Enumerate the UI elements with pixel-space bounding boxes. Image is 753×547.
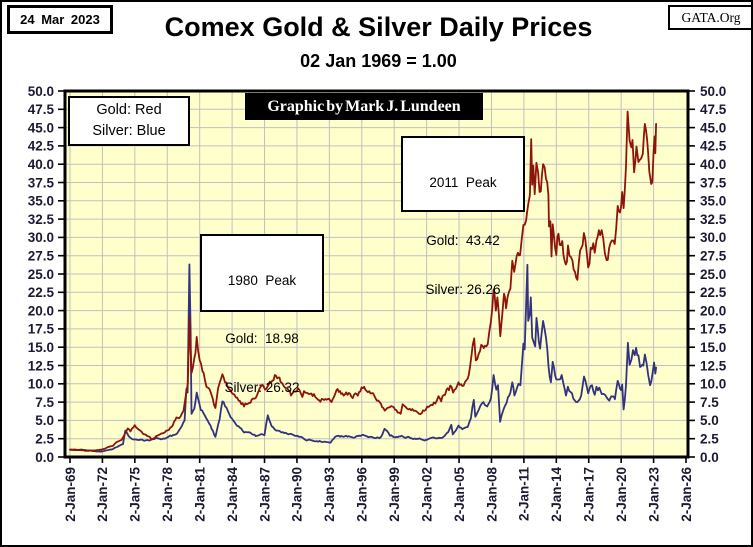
svg-text:2-Jan-96: 2-Jan-96 — [355, 467, 370, 522]
svg-text:12.5: 12.5 — [28, 358, 55, 373]
svg-text:2-Jan-72: 2-Jan-72 — [95, 467, 110, 522]
annotation-2011-peak: 2011 Peak Gold: 43.42 Silver: 26.26 — [401, 136, 525, 297]
svg-text:7.5: 7.5 — [35, 395, 54, 410]
svg-text:7.5: 7.5 — [700, 395, 719, 410]
svg-text:10.0: 10.0 — [28, 377, 54, 392]
svg-text:15.0: 15.0 — [700, 340, 726, 355]
svg-text:5.0: 5.0 — [700, 413, 719, 428]
svg-text:42.5: 42.5 — [28, 139, 55, 154]
svg-text:30.0: 30.0 — [700, 230, 726, 245]
series-lines — [69, 110, 657, 453]
svg-text:2-Jan-14: 2-Jan-14 — [549, 467, 564, 522]
svg-text:27.5: 27.5 — [28, 249, 55, 264]
svg-text:47.5: 47.5 — [700, 102, 727, 117]
page-title: Comex Gold & Silver Daily Prices — [164, 12, 593, 42]
svg-text:2-Jan-11: 2-Jan-11 — [517, 467, 532, 522]
svg-text:35.0: 35.0 — [700, 194, 726, 209]
svg-text:2-Jan-23: 2-Jan-23 — [646, 467, 661, 522]
svg-text:2-Jan-26: 2-Jan-26 — [679, 467, 694, 522]
annotation-2011-gold: Gold: 43.42 — [426, 233, 500, 248]
svg-text:2-Jan-69: 2-Jan-69 — [63, 467, 78, 522]
svg-text:2-Jan-17: 2-Jan-17 — [582, 467, 597, 522]
svg-text:2.5: 2.5 — [35, 432, 54, 447]
svg-text:30.0: 30.0 — [28, 230, 54, 245]
svg-text:27.5: 27.5 — [700, 249, 727, 264]
legend-silver-label: Silver: Blue — [92, 123, 166, 139]
svg-text:37.5: 37.5 — [28, 175, 55, 190]
svg-text:32.5: 32.5 — [700, 212, 727, 227]
annotation-1980-peak: 1980 Peak Gold: 18.98 Silver: 26.32 — [200, 234, 324, 395]
series-line-silver — [69, 263, 657, 453]
source-badge: GATA.Org — [668, 5, 751, 30]
annotation-1980-gold: Gold: 18.98 — [225, 331, 299, 346]
svg-text:40.0: 40.0 — [28, 157, 54, 172]
svg-text:37.5: 37.5 — [700, 175, 727, 190]
legend: Gold: Red Silver: Blue — [68, 96, 190, 146]
x-axis-labels: 2-Jan-69 2-Jan-72 2-Jan-75 2-Jan-78 2-Jan-81… — [63, 467, 694, 522]
svg-text:2-Jan-81: 2-Jan-81 — [192, 467, 207, 522]
legend-gold-label: Gold: Red — [96, 102, 162, 118]
svg-text:47.5: 47.5 — [28, 102, 55, 117]
svg-text:2-Jan-08: 2-Jan-08 — [484, 467, 499, 522]
annotation-1980-title: 1980 Peak — [227, 273, 297, 288]
svg-text:2-Jan-84: 2-Jan-84 — [225, 467, 240, 522]
svg-text:2-Jan-02: 2-Jan-02 — [419, 467, 434, 522]
credit-banner: Graphic by Mark J. Lundeen — [245, 93, 483, 120]
svg-text:20.0: 20.0 — [28, 303, 54, 318]
svg-text:22.5: 22.5 — [28, 285, 55, 300]
svg-text:17.5: 17.5 — [28, 322, 55, 337]
svg-text:2.5: 2.5 — [700, 432, 719, 447]
svg-text:2-Jan-99: 2-Jan-99 — [387, 467, 402, 522]
series-line-gold — [69, 110, 657, 452]
svg-text:25.0: 25.0 — [700, 267, 726, 282]
plot-border — [63, 89, 690, 459]
source-label: GATA.Org — [681, 9, 741, 25]
svg-text:2-Jan-87: 2-Jan-87 — [257, 467, 272, 522]
svg-text:50.0: 50.0 — [700, 84, 726, 99]
svg-text:2-Jan-78: 2-Jan-78 — [160, 467, 175, 522]
date-stamp: 24 Mar 2023 — [20, 12, 100, 27]
svg-text:15.0: 15.0 — [28, 340, 54, 355]
svg-text:2-Jan-75: 2-Jan-75 — [128, 467, 143, 522]
svg-text:50.0: 50.0 — [28, 84, 54, 99]
annotation-1980-silver: Silver: 26.32 — [224, 380, 300, 395]
svg-text:0.0: 0.0 — [35, 450, 54, 465]
y-axis-labels: 50.0 50.0 47.5 47.5 45.0 45.0 42.5 42.5 40.0 40.0… — [28, 84, 727, 465]
svg-text:2-Jan-20: 2-Jan-20 — [614, 467, 629, 522]
svg-text:2-Jan-05: 2-Jan-05 — [452, 467, 467, 522]
annotation-2011-title: 2011 Peak — [429, 175, 497, 190]
svg-text:17.5: 17.5 — [700, 322, 727, 337]
date-stamp-box: 24 Mar 2023 — [7, 5, 113, 34]
svg-text:20.0: 20.0 — [700, 303, 726, 318]
svg-text:25.0: 25.0 — [28, 267, 54, 282]
svg-text:45.0: 45.0 — [700, 120, 726, 135]
svg-text:22.5: 22.5 — [700, 285, 727, 300]
svg-text:40.0: 40.0 — [700, 157, 726, 172]
svg-text:12.5: 12.5 — [700, 358, 727, 373]
svg-text:2-Jan-93: 2-Jan-93 — [322, 467, 337, 522]
svg-text:32.5: 32.5 — [28, 212, 55, 227]
svg-text:45.0: 45.0 — [28, 120, 54, 135]
svg-text:0.0: 0.0 — [700, 450, 719, 465]
svg-text:42.5: 42.5 — [700, 139, 727, 154]
svg-text:5.0: 5.0 — [35, 413, 54, 428]
annotation-2011-silver: Silver: 26.26 — [425, 282, 501, 297]
svg-text:2-Jan-90: 2-Jan-90 — [290, 467, 305, 522]
page-subtitle: 02 Jan 1969 = 1.00 — [300, 51, 457, 71]
svg-text:35.0: 35.0 — [28, 194, 54, 209]
svg-text:10.0: 10.0 — [700, 377, 726, 392]
